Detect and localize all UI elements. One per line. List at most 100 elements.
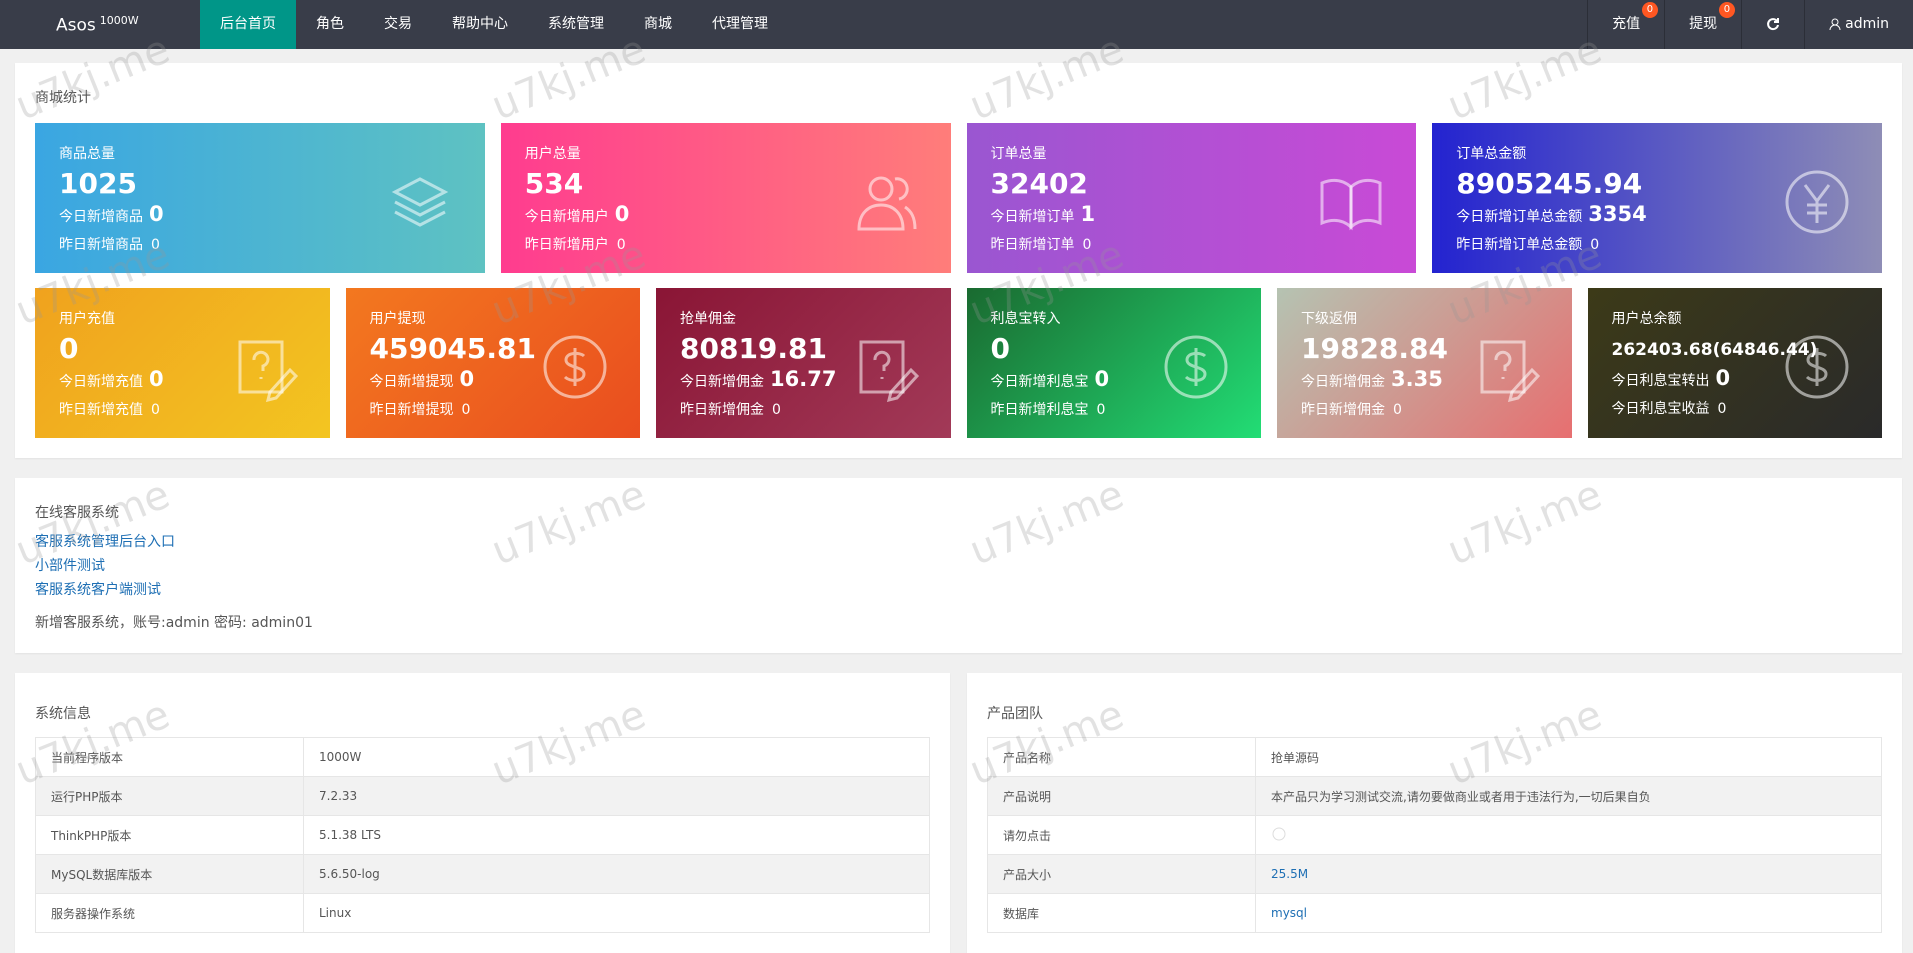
today-row: 今日新增用户 0 — [525, 202, 927, 226]
table-row: 当前程序版本 1000W — [35, 737, 930, 777]
table-row: 产品名称 抢单源码 — [987, 737, 1882, 777]
stat-value: 534 — [524, 167, 584, 200]
withdraw-label: 提现 — [1689, 16, 1718, 32]
menu-item[interactable]: 角色 — [316, 16, 344, 32]
menu-item[interactable]: 交易 — [384, 16, 412, 32]
menu-item[interactable]: 代理管理 — [712, 16, 768, 32]
row-value: Linux — [303, 893, 930, 933]
stat-card: 用户充值 0 今日新增充值 0 昨日新增充值 0 — [35, 288, 330, 438]
user-menu[interactable]: admin — [1804, 0, 1913, 49]
today-value: 0 — [149, 202, 164, 226]
recharge[interactable]: 充值 0 — [1587, 0, 1664, 49]
row-label: 产品大小 — [987, 854, 1256, 894]
service-panel: 在线客服系统 客服系统管理后台入口 小部件测试 客服系统客户端测试 新增客服系统，账… — [15, 478, 1902, 653]
top-nav: Asos 1000W 后台首页 角色 交易 帮助中心 系统管理 商城 代理管理 充值 0 提现 0… — [0, 0, 1913, 49]
today-value: 0 — [149, 367, 164, 391]
brand-name: Asos — [56, 15, 96, 36]
menu-item[interactable]: 商城 — [644, 16, 672, 32]
row-value: 1000W — [303, 737, 930, 777]
link-list: 客服系统管理后台入口 小部件测试客服系统客户端测试 — [35, 530, 175, 602]
stat-label: 订单总量 — [990, 146, 1047, 162]
user-icon — [1829, 18, 1841, 31]
yesterday-label: 昨日新增佣金 — [680, 402, 764, 418]
yesterday-label: 昨日新增提现 — [369, 402, 454, 418]
row-label: 运行PHP版本 — [35, 776, 304, 816]
service-link[interactable]: 客服系统管理后台入口 — [35, 534, 175, 550]
row-label: 数据库 — [987, 893, 1256, 933]
withdraw[interactable]: 提现 0 — [1664, 0, 1741, 49]
today-label: 今日新增订单总金额 — [1456, 209, 1583, 225]
stat-value: 459045.81 — [369, 332, 537, 365]
table-row: 请勿点击 — [987, 815, 1882, 855]
info-table: 产品名称 抢单源码 产品说明 本产品只为学习测试交流,请勿要做商业或者用于违法行为,一… — [987, 737, 1882, 933]
card-icon — [1480, 340, 1540, 402]
card-icon — [1785, 335, 1849, 399]
stat-label: 用户总量 — [524, 146, 581, 162]
stat-card: 用户提现 459045.81 今日新增提现 0 昨日新增提现 0 — [345, 288, 640, 438]
panel-title: 商城统计 — [35, 90, 91, 106]
today-value: 0 — [1094, 367, 1110, 391]
stat-card: 订单总量 32402 今日新增订单 1 昨日新增订单 0 — [966, 123, 1417, 273]
today-label: 今日新增充值 — [59, 374, 143, 390]
yesterday-value: 0 — [1590, 237, 1600, 253]
today-label: 今日新增订单 — [990, 209, 1075, 225]
yesterday-label: 昨日新增用户 — [524, 237, 609, 253]
yesterday-value: 0 — [616, 237, 626, 253]
service-link[interactable]: 客服系统客户端测试 — [35, 582, 161, 598]
today-row: 今日新增利息宝 0 — [991, 367, 1238, 391]
stat-value: 80819.81 — [680, 332, 828, 365]
yesterday-value: 0 — [461, 402, 471, 418]
row-value: mysql — [1255, 893, 1882, 933]
stat-card: 商品总量 1025 今日新增商品 0 昨日新增商品 0 — [35, 123, 485, 273]
nav-right: 充值 0 提现 0 admin — [1587, 0, 1913, 49]
stat-card: 订单总金额 8905245.94 今日新增订单总金额 3354 昨日新增订单总金额 0 — [1432, 123, 1882, 273]
yesterday-value: 0 — [1096, 402, 1106, 418]
card-icon — [1320, 178, 1382, 231]
stats-row: 用户充值 0 今日新增充值 0 昨日新增充值 0 用户提现 459045.81 今日新增提现 0 昨… — [35, 288, 1882, 438]
panel-title: 产品团队 — [987, 706, 1043, 722]
table-row: 产品大小 25.5M — [987, 854, 1882, 894]
yesterday-value: 0 — [1082, 237, 1092, 253]
stat-label: 用户提现 — [369, 311, 426, 327]
yesterday-value: 0 — [1393, 402, 1402, 418]
card-icon — [1164, 335, 1228, 399]
stat-card: 利息宝转入 0 今日新增利息宝 0 昨日新增利息宝 0 — [966, 288, 1261, 438]
row-value: 本产品只为学习测试交流,请勿要做商业或者用于违法行为,一切后果自负 — [1255, 776, 1882, 816]
today-row: 今日利息宝转出 0 — [1612, 366, 1859, 390]
yesterday-row: 昨日新增订单 0 — [991, 234, 1393, 254]
service-note: 新增客服系统，账号:admin 密码: admin01 — [35, 615, 313, 631]
badge: 0 — [1718, 2, 1736, 18]
table-row: ThinkPHP版本 5.1.38 LTS — [35, 815, 930, 855]
badge: 0 — [1641, 2, 1659, 18]
refresh[interactable] — [1741, 0, 1804, 49]
yesterday-row: 昨日新增订单总金额 0 — [1456, 234, 1858, 254]
today-row: 今日新增订单总金额 3354 — [1456, 202, 1858, 226]
brand-version: 1000W — [99, 13, 139, 27]
today-value: 3.35 — [1391, 367, 1443, 391]
brand: Asos 1000W — [0, 14, 200, 36]
stat-value: 262403.68(64846.44) — [1611, 340, 1818, 360]
stat-value: 8905245.94 — [1456, 167, 1643, 200]
stats-row: 商品总量 1025 今日新增商品 0 昨日新增商品 0 用户总量 534 今日新增用户 0 昨日新增… — [35, 123, 1882, 273]
stat-card: 用户总余额 262403.68(64846.44) 今日利息宝转出 0 今日利息宝收益 0 — [1587, 288, 1882, 438]
row-label: 产品说明 — [987, 776, 1256, 816]
stat-value: 1025 — [59, 167, 137, 200]
tiny-icon[interactable] — [1271, 826, 1287, 842]
today-value: 3354 — [1588, 202, 1647, 226]
yesterday-value: 0 — [772, 402, 781, 418]
menu-item[interactable]: 后台首页 — [200, 0, 296, 49]
row-label: 服务器操作系统 — [35, 893, 304, 933]
table-row: 服务器操作系统 Linux — [35, 893, 930, 933]
menu-item[interactable]: 帮助中心 — [452, 16, 508, 32]
row-label: 当前程序版本 — [35, 737, 304, 777]
menu-item[interactable]: 系统管理 — [548, 16, 604, 32]
stat-card: 下级返佣 19828.84 今日新增佣金 3.35 昨日新增佣金 0 — [1277, 288, 1572, 438]
yesterday-label: 昨日新增订单总金额 — [1456, 237, 1583, 253]
service-link[interactable]: 小部件测试 — [35, 558, 105, 574]
today-row: 今日新增佣金 16.77 — [680, 367, 927, 391]
today-label: 今日新增佣金 — [1301, 374, 1385, 390]
user-name: admin — [1845, 16, 1889, 32]
row-value: 5.1.38 LTS — [303, 815, 930, 855]
today-row: 今日新增充值 0 — [59, 367, 306, 391]
stat-label: 下级返佣 — [1301, 311, 1357, 327]
